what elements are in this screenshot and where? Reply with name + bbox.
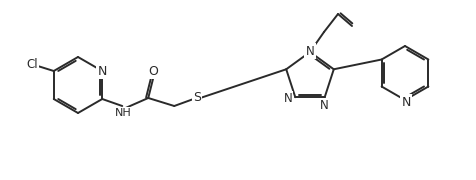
Text: N: N: [305, 44, 314, 57]
Text: N: N: [98, 64, 107, 78]
Text: N: N: [400, 96, 410, 109]
Text: O: O: [148, 64, 158, 78]
Text: Cl: Cl: [26, 57, 38, 71]
Text: S: S: [193, 91, 201, 104]
Text: N: N: [320, 99, 328, 112]
Text: NH: NH: [115, 108, 131, 118]
Text: N: N: [283, 92, 292, 105]
